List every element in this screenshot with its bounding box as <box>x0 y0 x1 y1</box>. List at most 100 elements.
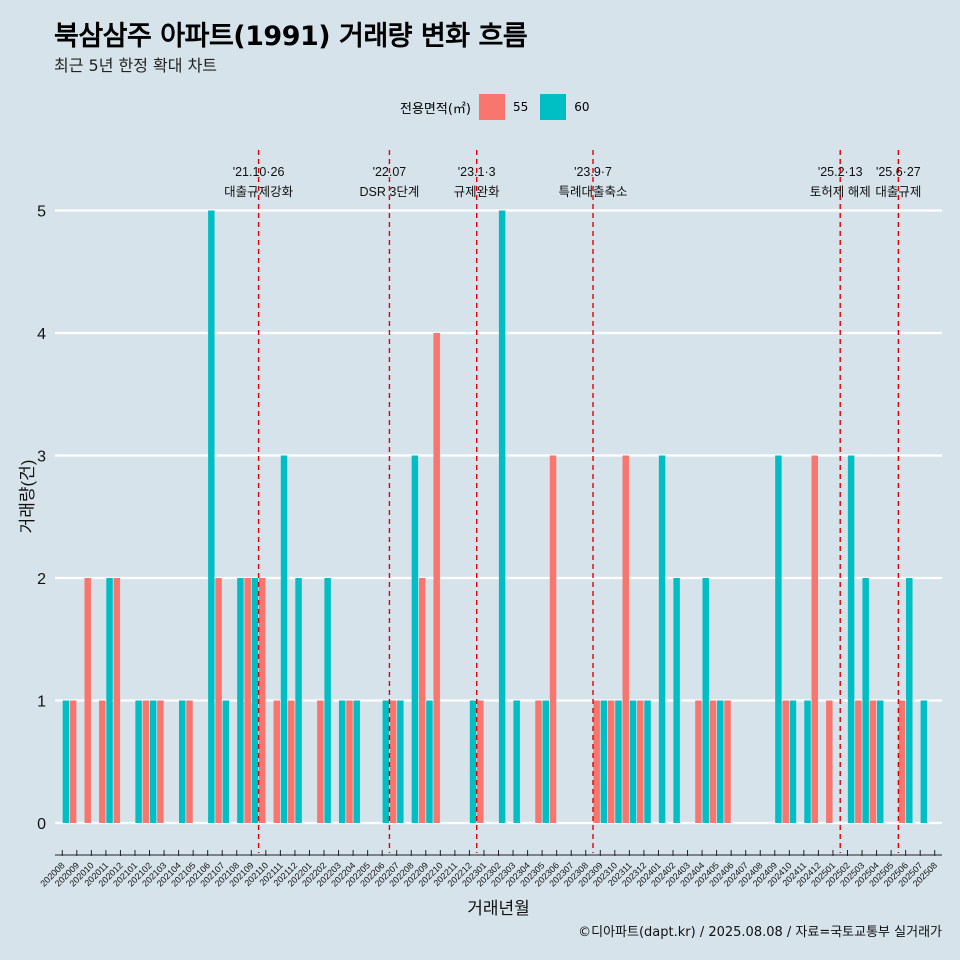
bar-202204-60 <box>353 700 360 823</box>
bar-202111-60 <box>280 455 288 823</box>
bar-202210-55 <box>433 333 440 823</box>
bar-202107-55 <box>215 578 222 823</box>
bar-202302-60 <box>498 210 506 823</box>
bar-202102-60 <box>149 700 157 823</box>
chart-title: 북삼삼주 아파트(1991) 거래량 변화 흐름 <box>54 21 528 52</box>
bar-202303-60 <box>513 700 520 823</box>
bar-202405-55 <box>709 700 717 823</box>
bar-202409-60 <box>775 455 782 823</box>
event-label-5: 대출규제 <box>875 185 921 199</box>
bar-202101-60 <box>135 700 142 823</box>
bar-202109-60 <box>251 578 259 823</box>
bar-202105-55 <box>186 700 193 823</box>
event-date-0: '21.10·26 <box>233 165 285 179</box>
bar-202405-60 <box>717 700 724 823</box>
bar-202404-60 <box>702 578 709 823</box>
bar-202203-60 <box>338 700 346 823</box>
bar-202502-60 <box>847 455 855 823</box>
bar-202506-55 <box>898 700 906 823</box>
legend-label-55: 55 <box>512 100 529 114</box>
bar-202311-60 <box>629 700 637 823</box>
bar-202503-55 <box>855 700 862 823</box>
bar-202503-60 <box>862 578 869 823</box>
bar-202506-60 <box>906 578 913 823</box>
bar-202011-60 <box>106 578 113 823</box>
bar-202507-60 <box>920 700 928 823</box>
bar-202312-55 <box>637 700 644 823</box>
bar-202107-60 <box>222 700 230 823</box>
bar-202206-60 <box>382 700 390 823</box>
source-caption: ©디아파트(dapt.kr) / 2025.08.08 / 자료=국토교통부 실… <box>578 925 942 940</box>
bar-202202-60 <box>324 578 331 823</box>
bar-202009-55 <box>69 700 77 823</box>
y-axis-title: 거래량(건) <box>18 460 37 534</box>
chart-subtitle: 최근 5년 한정 확대 차트 <box>54 56 218 75</box>
bar-202109-55 <box>244 578 251 823</box>
bar-202011-55 <box>99 700 106 823</box>
y-tick-label-2: 2 <box>37 571 46 588</box>
bar-202204-55 <box>346 700 353 823</box>
bar-202412-55 <box>811 455 819 823</box>
bar-202410-55 <box>782 700 789 823</box>
event-date-3: '23.9·7 <box>574 165 612 179</box>
legend: 전용면적(㎡) 55 60 <box>400 93 602 121</box>
bar-202501-55 <box>826 700 833 823</box>
legend-item-60: 60 <box>540 94 595 120</box>
bar-202207-60 <box>397 700 404 823</box>
legend-swatch-60 <box>540 94 567 120</box>
y-tick-label-4: 4 <box>37 326 46 343</box>
event-label-4: 토허제 해제 <box>810 185 871 199</box>
bar-202401-60 <box>658 455 666 823</box>
bar-202312-60 <box>644 700 651 823</box>
bar-202411-60 <box>804 700 811 823</box>
bar-202010-55 <box>84 578 91 823</box>
bar-202108-60 <box>237 578 244 823</box>
bar-202112-55 <box>288 700 295 823</box>
x-axis-title: 거래년월 <box>467 899 530 918</box>
event-label-3: 특례대출축소 <box>559 185 628 199</box>
event-label-0: 대출규제강화 <box>224 185 294 199</box>
bar-202306-55 <box>549 455 557 823</box>
bar-202410-60 <box>789 700 797 823</box>
bar-202102-55 <box>142 700 150 823</box>
y-tick-label-5: 5 <box>37 204 46 221</box>
event-date-5: '25.6·27 <box>876 165 921 179</box>
legend-label-60: 60 <box>574 100 590 114</box>
bar-202305-60 <box>542 700 549 823</box>
legend-item-55: 55 <box>478 94 534 120</box>
bar-202008-60 <box>62 700 70 823</box>
bar-202106-60 <box>208 210 215 823</box>
bar-202212-60 <box>469 700 477 823</box>
event-label-2: 규제완화 <box>454 185 501 199</box>
bar-202012-55 <box>113 578 121 823</box>
bar-202305-55 <box>535 700 542 823</box>
y-tick-label-0: 0 <box>37 816 46 833</box>
y-tick-label-1: 1 <box>37 694 46 711</box>
bar-202504-55 <box>869 700 877 823</box>
bar-202311-55 <box>622 455 629 823</box>
bar-202110-55 <box>258 578 266 823</box>
bar-202112-60 <box>295 578 302 823</box>
y-tick-label-3: 3 <box>37 449 46 466</box>
event-label-1: DSR 3단계 <box>360 185 420 199</box>
event-date-1: '22.07 <box>373 165 407 179</box>
bar-202209-55 <box>418 578 426 823</box>
bar-202504-60 <box>876 700 884 823</box>
bar-202301-55 <box>477 700 484 823</box>
legend-swatch-55 <box>478 94 505 120</box>
event-date-4: '25.2·13 <box>818 165 863 179</box>
bar-202207-55 <box>389 700 397 823</box>
bar-202202-55 <box>317 700 324 823</box>
bar-202402-60 <box>673 578 680 823</box>
bar-202209-60 <box>426 700 433 823</box>
bar-202406-55 <box>724 700 731 823</box>
bar-202208-60 <box>411 455 419 823</box>
bar-202310-60 <box>615 700 622 823</box>
bar-202310-55 <box>607 700 615 823</box>
bar-202309-55 <box>593 700 600 823</box>
bar-202111-55 <box>273 700 280 823</box>
legend-title: 전용면적(㎡) <box>400 101 471 117</box>
bar-202404-55 <box>695 700 702 823</box>
event-date-2: '23.1·3 <box>458 165 496 179</box>
